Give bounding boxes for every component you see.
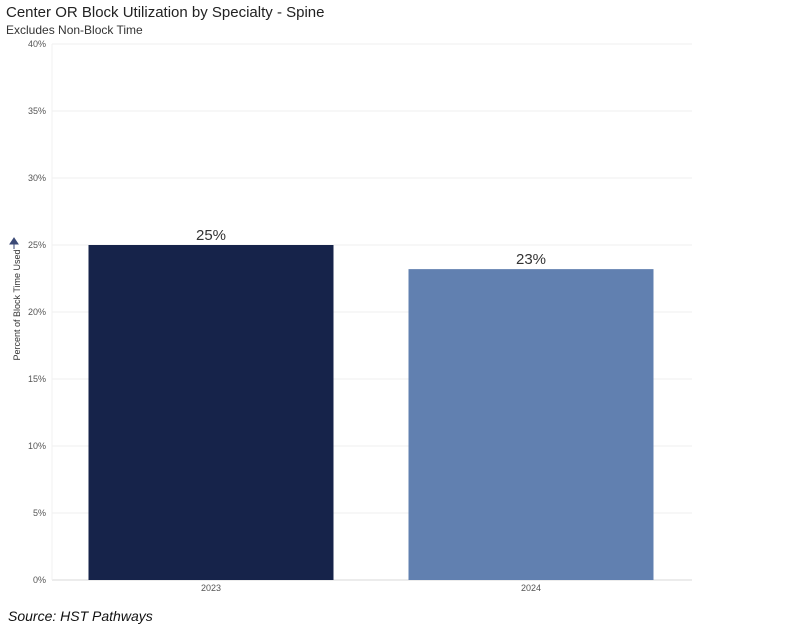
y-tick-label: 40%	[28, 39, 46, 49]
y-tick-label: 5%	[33, 508, 46, 518]
y-tick-label: 30%	[28, 173, 46, 183]
chart-subtitle: Excludes Non-Block Time	[6, 23, 143, 37]
y-tick-label: 15%	[28, 374, 46, 384]
data-label: 23%	[516, 251, 546, 268]
source-note: Source: HST Pathways	[8, 608, 153, 624]
x-tick-label: 2023	[201, 583, 221, 593]
x-axis-ticks: 2023 2024	[201, 583, 541, 593]
y-tick-label: 25%	[28, 240, 46, 250]
y-axis-label: Percent of Block Time Used	[12, 249, 22, 360]
y-axis-ticks: 0% 5% 10% 15% 20% 25% 30% 35% 40%	[28, 39, 46, 585]
bars	[88, 245, 654, 580]
chart-title: Center OR Block Utilization by Specialty…	[6, 4, 325, 21]
y-tick-label: 0%	[33, 575, 46, 585]
y-tick-label: 20%	[28, 307, 46, 317]
data-labels: 25% 23%	[196, 227, 546, 268]
y-tick-label: 35%	[28, 106, 46, 116]
sort-icon[interactable]	[9, 237, 19, 249]
y-tick-label: 10%	[28, 441, 46, 451]
bar-2024[interactable]	[408, 269, 654, 580]
bar-2023[interactable]	[88, 245, 334, 580]
y-axis-title: Percent of Block Time Used	[12, 249, 22, 360]
data-label: 25%	[196, 227, 226, 244]
x-tick-label: 2024	[521, 583, 541, 593]
